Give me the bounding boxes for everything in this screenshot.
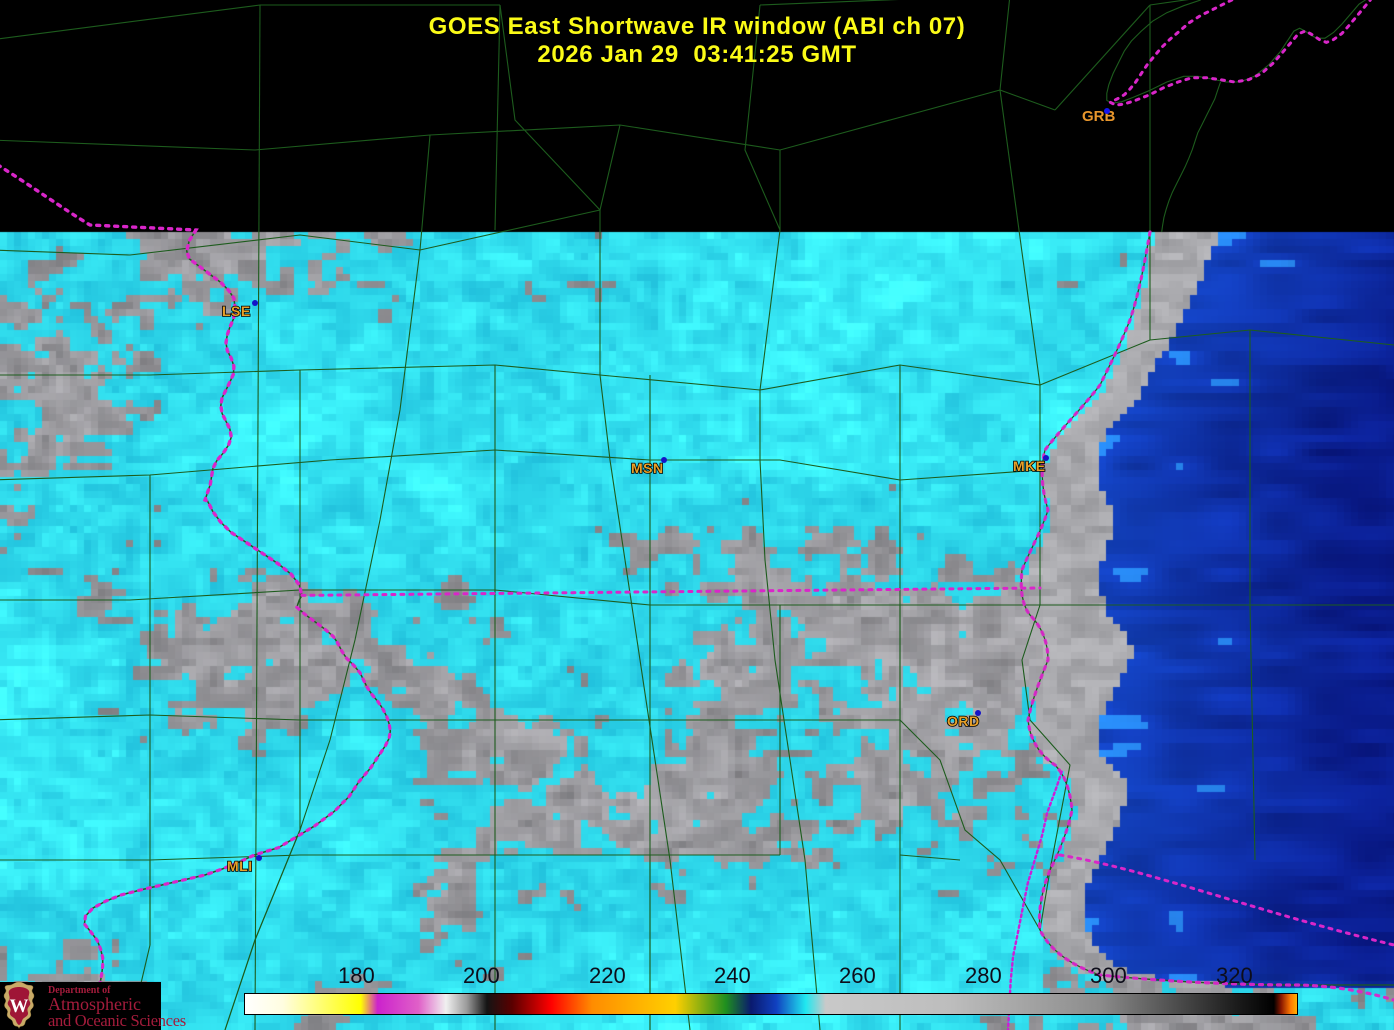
svg-text:W: W <box>10 996 29 1017</box>
